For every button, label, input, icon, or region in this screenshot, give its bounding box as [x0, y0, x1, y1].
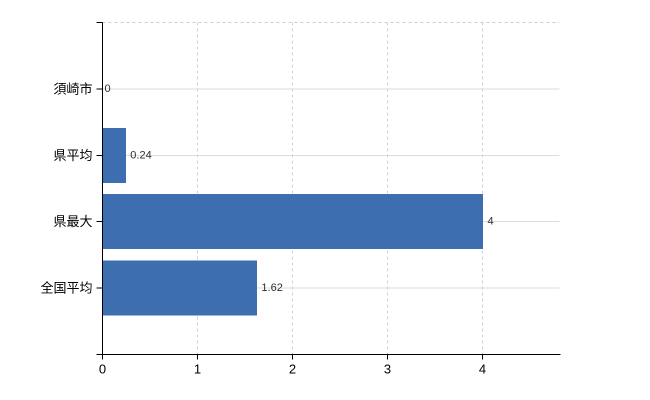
category-label: 県平均	[53, 148, 92, 163]
x-tick-label: 0	[99, 362, 106, 377]
bar	[103, 194, 484, 250]
value-label: 4	[488, 216, 494, 228]
bar	[103, 260, 257, 316]
category-label: 県最大	[53, 214, 92, 229]
x-tick-label: 1	[194, 362, 201, 377]
x-tick-label: 2	[289, 362, 296, 377]
value-label: 0	[105, 83, 111, 95]
value-label: 0.24	[130, 149, 151, 161]
bar	[103, 127, 126, 183]
category-label: 全国平均	[40, 281, 92, 296]
category-label: 須崎市	[53, 81, 92, 96]
x-tick-label: 4	[479, 362, 486, 377]
x-tick-label: 3	[384, 362, 391, 377]
value-label: 1.62	[261, 282, 282, 294]
